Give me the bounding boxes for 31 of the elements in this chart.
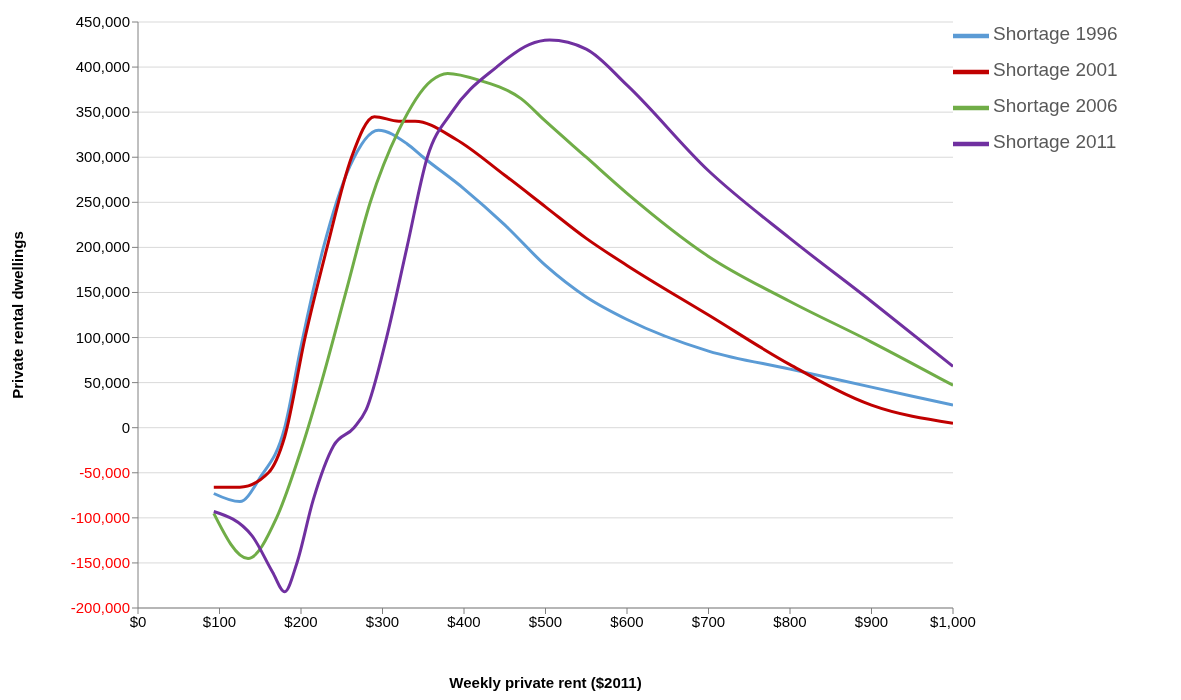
y-tick-label: 400,000 [75, 58, 130, 76]
y-axis-title: Private rental dwellings [9, 231, 27, 399]
y-tick-label: -100,000 [70, 508, 130, 526]
y-tick-label: -50,000 [79, 463, 130, 481]
y-tick-label: 0 [121, 418, 130, 436]
legend-label: Shortage 2006 [993, 95, 1118, 117]
x-axis-title: Weekly private rent ($2011) [449, 674, 642, 691]
x-tick-label: $900 [854, 612, 889, 630]
y-tick-label: 250,000 [75, 193, 130, 211]
x-tick-label: $0 [129, 612, 147, 630]
y-tick-label: 350,000 [75, 103, 130, 121]
x-tick-label: $800 [773, 612, 807, 630]
y-tick-label: 200,000 [75, 238, 130, 256]
y-tick-label: 50,000 [84, 373, 130, 391]
legend-label: Shortage 1996 [993, 23, 1118, 45]
legend-label: Shortage 2001 [993, 59, 1118, 81]
x-tick-label: $600 [610, 612, 644, 630]
y-tick-label: 150,000 [75, 283, 130, 301]
x-tick-label: $300 [365, 612, 400, 630]
y-tick-label: 100,000 [75, 328, 130, 346]
y-tick-label: 450,000 [75, 13, 130, 30]
x-tick-label: $100 [202, 612, 237, 630]
x-tick-label: $200 [284, 612, 318, 630]
x-tick-label: $500 [528, 612, 563, 630]
x-tick-label: $700 [691, 612, 726, 630]
x-tick-label: $400 [447, 612, 481, 630]
y-tick-label: 300,000 [75, 148, 130, 166]
x-tick-label: $1,000 [930, 612, 976, 630]
legend-label: Shortage 2011 [993, 131, 1117, 153]
y-tick-label: -150,000 [70, 553, 130, 571]
y-tick-label: -200,000 [70, 599, 130, 616]
